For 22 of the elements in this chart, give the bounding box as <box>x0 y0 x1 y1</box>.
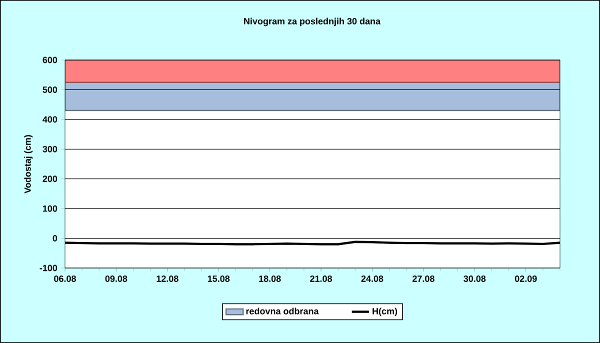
x-tick-label: 09.08 <box>105 276 128 282</box>
x-tick-label: 15.08 <box>208 276 230 282</box>
x-tick-label: 12.08 <box>156 276 178 282</box>
y-tick-label: 300 <box>42 146 58 152</box>
x-tick-label: 06.08 <box>54 276 76 282</box>
x-tick-label: 27.08 <box>412 276 434 282</box>
y-tick-label: 100 <box>43 205 58 212</box>
chart-title: Nivogram za poslednjih 30 dana <box>244 18 381 26</box>
x-tick-label: 24.08 <box>361 276 384 282</box>
y-tick-label: 200 <box>42 176 58 182</box>
x-tick-label: 02.09 <box>514 276 537 282</box>
y-tick-label: -100 <box>40 264 58 272</box>
x-tick-label: 21.08 <box>310 276 332 282</box>
y-tick-label: 500 <box>42 86 58 93</box>
legend-label: H(cm) <box>372 308 398 316</box>
x-tick-label: 30.08 <box>464 276 486 282</box>
legend-label: redovna odbrana <box>246 308 319 314</box>
y-axis-title: Vodostaj (cm) <box>24 135 33 194</box>
y-tick-label: 400 <box>42 116 58 123</box>
y-tick-label: 0 <box>52 235 58 242</box>
x-tick-label: 18.08 <box>259 276 281 282</box>
y-tick-label: 600 <box>42 56 58 64</box>
